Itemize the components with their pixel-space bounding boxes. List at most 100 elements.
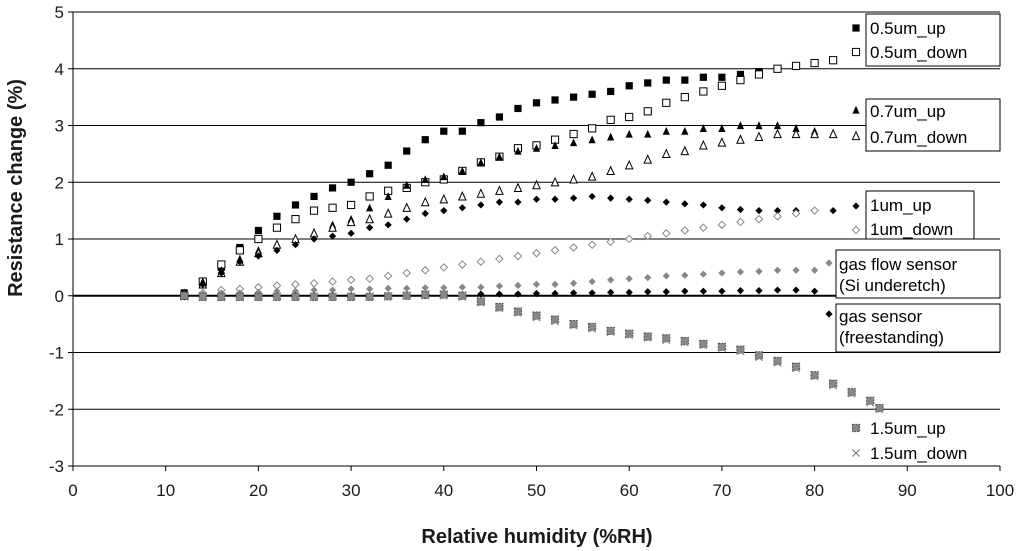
data-point: [625, 275, 633, 283]
legend: 0.5um_up 0.5um_down 0.7um_up 0.7um_down 1um_…: [825, 13, 1001, 463]
data-point: [773, 211, 782, 221]
data-point: [755, 121, 763, 130]
data-point: [811, 287, 819, 295]
data-point: [736, 121, 745, 130]
data-point: [403, 215, 411, 223]
data-point: [718, 124, 726, 132]
data-points: [179, 56, 884, 414]
data-point: [513, 308, 523, 317]
data-point: [625, 112, 634, 122]
legend-marker: [851, 423, 861, 433]
data-point: [328, 184, 337, 192]
data-point: [736, 217, 745, 227]
data-point: [866, 396, 875, 405]
x-tick-label: 100: [986, 481, 1014, 500]
data-point: [180, 292, 189, 301]
data-point: [551, 280, 559, 288]
data-point: [439, 193, 449, 204]
data-point: [643, 107, 652, 116]
data-point: [875, 405, 884, 414]
data-point: [514, 198, 522, 206]
data-point: [235, 293, 244, 302]
data-point: [569, 289, 578, 297]
data-point: [402, 268, 412, 278]
y-tick-label: 4: [55, 60, 64, 79]
data-point: [402, 291, 411, 300]
data-point: [291, 241, 300, 249]
data-point: [847, 389, 856, 398]
data-point: [773, 128, 782, 139]
data-point: [829, 207, 837, 215]
data-point: [569, 129, 578, 139]
data-point: [718, 287, 726, 295]
data-point: [736, 205, 745, 214]
data-point: [254, 234, 263, 244]
data-point: [588, 289, 596, 297]
data-point: [383, 208, 393, 218]
data-point: [681, 76, 689, 84]
data-point: [440, 207, 448, 215]
data-point: [291, 201, 300, 209]
data-point: [755, 287, 763, 295]
data-point: [625, 195, 633, 203]
data-point: [550, 315, 560, 324]
data-point: [346, 275, 356, 285]
axes: [68, 11, 1001, 471]
data-point: [606, 237, 615, 247]
data-point: [421, 284, 429, 292]
data-point: [439, 291, 448, 300]
data-point: [551, 141, 559, 149]
data-point: [699, 223, 708, 232]
data-point: [217, 269, 225, 277]
data-point: [180, 291, 189, 300]
data-point: [495, 282, 504, 290]
data-point: [421, 291, 430, 300]
data-point: [773, 356, 782, 366]
data-point: [755, 267, 763, 275]
data-point: [661, 148, 671, 158]
data-point: [421, 136, 429, 144]
x-tick-label: 80: [805, 481, 824, 500]
data-point: [532, 280, 541, 288]
data-point: [699, 287, 707, 295]
y-axis-title: Resistance change (%): [5, 79, 27, 297]
data-point: [718, 73, 726, 81]
data-point: [829, 56, 838, 65]
data-point: [550, 317, 560, 326]
data-point: [458, 291, 467, 300]
data-point: [625, 129, 633, 138]
data-point: [217, 293, 226, 302]
legend-marker: [851, 47, 861, 57]
data-point: [403, 284, 411, 292]
data-point: [532, 144, 541, 152]
data-point: [291, 287, 300, 295]
data-point: [458, 166, 466, 175]
data-point: [365, 292, 374, 301]
data-point: [607, 132, 615, 141]
data-point: [662, 76, 670, 84]
data-point: [680, 338, 689, 347]
data-point: [773, 286, 782, 294]
data-point: [440, 284, 448, 292]
data-point: [384, 292, 393, 301]
data-point: [328, 203, 337, 212]
data-point: [514, 281, 522, 290]
data-point: [643, 154, 653, 164]
legend-box-0-5um: [865, 13, 1001, 67]
data-point: [532, 99, 541, 107]
x-tick-label: 60: [620, 481, 639, 500]
data-point: [477, 283, 485, 291]
data-point: [587, 240, 597, 249]
data-point: [754, 352, 764, 362]
data-point: [272, 223, 282, 232]
data-point: [866, 398, 875, 407]
data-point: [384, 221, 392, 229]
data-point: [476, 257, 486, 267]
data-point: [588, 322, 597, 332]
data-point: [791, 128, 801, 139]
data-point: [644, 288, 652, 296]
data-point: [699, 73, 707, 81]
data-point: [736, 345, 745, 354]
data-point: [458, 260, 467, 269]
data-point: [625, 329, 634, 338]
